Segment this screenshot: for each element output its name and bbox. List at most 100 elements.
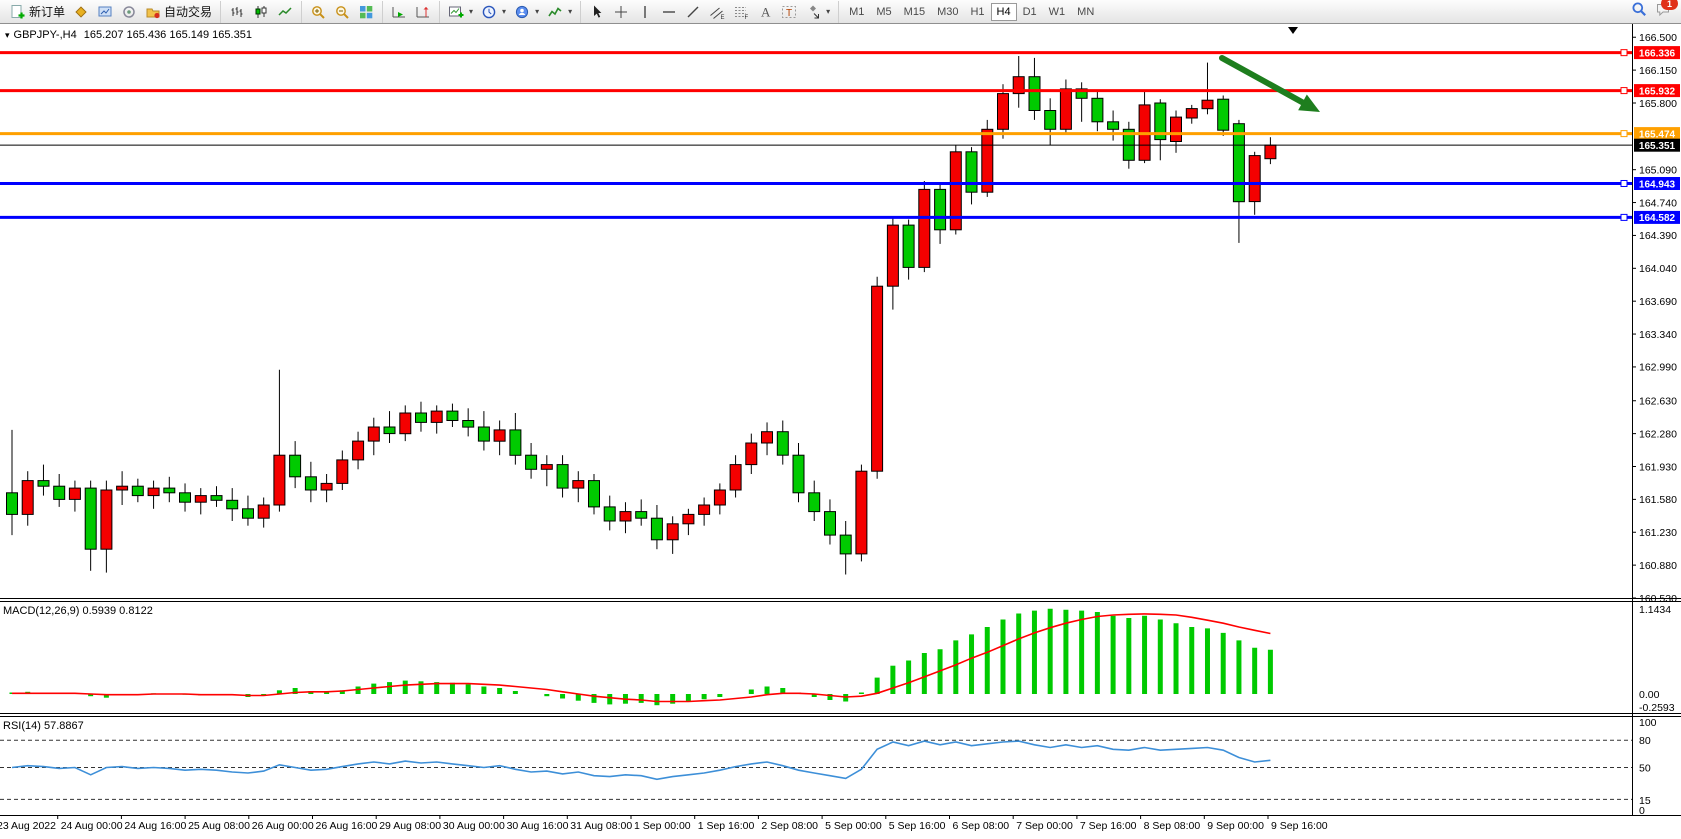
macd-axis-tick: 1.1434 bbox=[1639, 604, 1671, 616]
period-dropdown-button[interactable] bbox=[477, 2, 510, 22]
toolbar-group: 新订单 自动交易 bbox=[2, 1, 220, 23]
candle-bearish bbox=[37, 480, 50, 487]
line-anchor-handle[interactable] bbox=[1620, 130, 1628, 138]
bar-chart-button[interactable] bbox=[225, 2, 249, 22]
chart-symbol-label[interactable]: GBPJPY-,H4 165.207 165.436 165.149 165.35… bbox=[5, 29, 252, 41]
fibonacci-tool-button[interactable]: F bbox=[729, 2, 753, 22]
date-axis-label: 31 Aug 08:00 bbox=[570, 820, 632, 832]
price-badge bbox=[1634, 84, 1680, 98]
auto-trading-button[interactable]: 自动交易 bbox=[141, 2, 216, 22]
candle-bullish bbox=[430, 410, 443, 423]
candle-bullish bbox=[997, 93, 1009, 130]
notification-badge: 1 bbox=[1661, 0, 1678, 10]
rsi-axis-tick: 80 bbox=[1639, 735, 1651, 747]
vertical-line-tool-button[interactable] bbox=[633, 2, 657, 22]
price-chart-canvas[interactable]: 166.500 166.150 165.800 165.090 164.740 164.3… bbox=[0, 24, 1681, 839]
timeframe-button-W1[interactable]: W1 bbox=[1043, 3, 1072, 21]
auto-scroll-button[interactable] bbox=[387, 2, 411, 22]
candle-bearish bbox=[1217, 98, 1230, 131]
trendline-tool-button[interactable] bbox=[681, 2, 705, 22]
timeframe-button-MN[interactable]: MN bbox=[1071, 3, 1100, 21]
macd-axis-tick: 0.00 bbox=[1639, 689, 1660, 701]
candle-bearish bbox=[1091, 97, 1104, 123]
text-label-tool-button[interactable]: T bbox=[777, 2, 801, 22]
candle-bullish bbox=[68, 487, 81, 500]
price-axis-tick: 161.930 bbox=[1639, 461, 1677, 473]
candle-bullish bbox=[886, 224, 899, 287]
new-order-button-label: 新订单 bbox=[29, 5, 66, 19]
price-badge bbox=[1634, 127, 1680, 141]
trend-arrow-head[interactable] bbox=[1298, 94, 1320, 112]
new-order-button[interactable]: 新订单 bbox=[6, 2, 69, 22]
timeframe-button-M5[interactable]: M5 bbox=[870, 3, 897, 21]
trend-arrow-annotation[interactable] bbox=[1219, 55, 1306, 106]
candle-bearish bbox=[415, 412, 427, 423]
rsi-axis-tick: 50 bbox=[1639, 762, 1651, 774]
timeframe-button-M30[interactable]: M30 bbox=[931, 3, 964, 21]
horizontal-line-tool-button[interactable] bbox=[657, 2, 681, 22]
candle-bearish bbox=[1044, 110, 1057, 130]
price-axis-tick: 166.500 bbox=[1639, 32, 1677, 44]
arrows-tool-button[interactable] bbox=[801, 2, 834, 22]
candle-bullish bbox=[1248, 155, 1261, 203]
date-axis-label: 23 Aug 2022 bbox=[0, 820, 56, 832]
candle-bearish bbox=[84, 487, 97, 550]
candle-bullish bbox=[1201, 99, 1214, 110]
line-anchor-handle[interactable] bbox=[1620, 179, 1628, 187]
new-chart-button[interactable] bbox=[444, 2, 477, 22]
timeframe-button-H1[interactable]: H1 bbox=[964, 3, 990, 21]
candle-bearish bbox=[242, 508, 254, 519]
candle-bearish bbox=[902, 224, 915, 268]
line-anchor-handle[interactable] bbox=[1620, 87, 1628, 95]
chart-window[interactable]: 166.500 166.150 165.800 165.090 164.740 164.3… bbox=[0, 24, 1681, 839]
timeframe-button-D1[interactable]: D1 bbox=[1017, 3, 1043, 21]
date-axis-label: 24 Aug 16:00 bbox=[124, 820, 186, 832]
price-axis-tick: 163.340 bbox=[1639, 329, 1677, 341]
equidistant-channel-tool-button[interactable]: E bbox=[705, 2, 729, 22]
timeframe-button-M15[interactable]: M15 bbox=[898, 3, 931, 21]
data-window-button[interactable] bbox=[93, 2, 117, 22]
cursor-tool-button[interactable] bbox=[585, 2, 609, 22]
candle-bearish bbox=[650, 517, 663, 541]
profiles-dropdown-button[interactable] bbox=[510, 2, 543, 22]
candle-bearish bbox=[1154, 102, 1167, 141]
line-anchor-handle[interactable] bbox=[1620, 49, 1628, 57]
indicators-dropdown-button[interactable] bbox=[543, 2, 576, 22]
text-tool-button[interactable]: A bbox=[753, 2, 777, 22]
candle-bearish bbox=[462, 420, 475, 428]
zoom-in-button[interactable] bbox=[306, 2, 330, 22]
price-axis-tick: 164.740 bbox=[1639, 197, 1677, 209]
chart-shift-button[interactable] bbox=[411, 2, 435, 22]
price-axis-tick: 161.580 bbox=[1639, 494, 1677, 506]
search-button[interactable] bbox=[1631, 1, 1647, 22]
line-chart-button[interactable] bbox=[273, 2, 297, 22]
notifications-button[interactable]: 1 bbox=[1655, 0, 1678, 22]
line-anchor-handle[interactable] bbox=[1620, 213, 1628, 221]
candle-bearish bbox=[588, 480, 600, 508]
price-axis-tick: 161.230 bbox=[1639, 527, 1677, 539]
rsi-indicator-label: RSI(14) 57.8867 bbox=[3, 720, 84, 732]
macd-indicator-label: MACD(12,26,9) 0.5939 0.8122 bbox=[3, 605, 153, 617]
timeframe-button-M1[interactable]: M1 bbox=[843, 3, 870, 21]
crosshair-tool-button[interactable] bbox=[609, 2, 633, 22]
candle-bearish bbox=[477, 426, 490, 442]
timeframe-button-H4[interactable]: H4 bbox=[990, 2, 1017, 21]
price-badge-text: 164.943 bbox=[1639, 179, 1676, 190]
tile-windows-button[interactable] bbox=[354, 2, 378, 22]
news-button[interactable] bbox=[117, 2, 141, 22]
candle-bearish bbox=[839, 534, 852, 555]
toolbar-right: 1 bbox=[1631, 0, 1679, 22]
market-watch-icon bbox=[75, 5, 87, 18]
text-label-icon: T bbox=[782, 5, 797, 19]
candle-chart-button[interactable] bbox=[249, 2, 273, 22]
date-axis-label: 24 Aug 00:00 bbox=[61, 820, 123, 832]
candle-bullish bbox=[257, 504, 270, 519]
chart-shift-marker[interactable] bbox=[1288, 27, 1298, 34]
candle-bearish bbox=[556, 464, 569, 489]
collapse-icon[interactable] bbox=[5, 29, 14, 41]
market-watch-button[interactable] bbox=[69, 2, 93, 22]
candle-bullish bbox=[352, 440, 365, 461]
candle-bearish bbox=[934, 188, 947, 231]
zoom-out-button[interactable] bbox=[330, 2, 354, 22]
candle-bullish bbox=[619, 511, 632, 522]
